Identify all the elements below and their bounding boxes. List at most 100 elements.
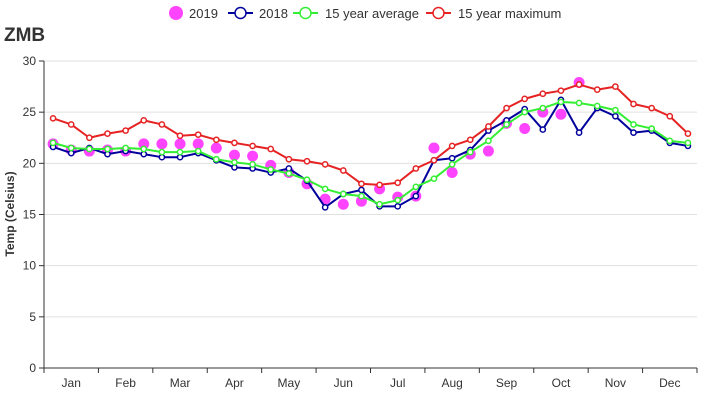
series-15-year-maximum-point [412, 165, 420, 172]
series-15-year-maximum-point [593, 86, 601, 94]
x-tick-label: Feb [115, 376, 136, 390]
series-2019-point [519, 123, 531, 135]
series-2019-point [446, 167, 458, 179]
series-2019-point [138, 138, 150, 150]
series-15-year-average-point [85, 145, 93, 153]
series-2019-point [355, 195, 367, 207]
series-15-year-average-point [593, 102, 601, 110]
x-tick-label: Aug [441, 376, 462, 390]
series-15-year-average-line [52, 100, 689, 206]
x-tick-label: Oct [552, 376, 571, 390]
series-15-year-average-point [412, 183, 420, 191]
series-15-year-maximum-point [612, 83, 619, 90]
series-15-year-maximum-point [448, 142, 456, 150]
series-15-year-average-point [648, 125, 656, 132]
legend-item-2018[interactable]: 2018 [228, 6, 288, 21]
series-2019-point [428, 142, 440, 154]
series-2018 [49, 96, 692, 211]
x-tick-label: Apr [225, 376, 244, 390]
series-15-year-average-point [430, 175, 438, 183]
series-15-year-maximum-point [285, 155, 293, 163]
series-2019-point [482, 145, 494, 157]
series-15-year-average-point [684, 139, 692, 147]
series-15-year-maximum-point [521, 95, 529, 103]
series-15-year-maximum-point [212, 136, 220, 144]
series-15-year-maximum-point [85, 134, 93, 142]
series-15-year-average-point [466, 148, 474, 156]
chart-title: ZMB [4, 25, 45, 46]
series-15-year-average [49, 98, 692, 208]
series-15-year-average-point [267, 166, 275, 173]
series-15-year-maximum-point [630, 100, 637, 108]
series-2018-point [539, 126, 547, 133]
series-15-year-maximum-point [176, 132, 184, 140]
series-15-year-average-point [122, 144, 129, 152]
series-2019-point [228, 149, 240, 161]
series-15-year-maximum-point [394, 179, 402, 187]
legend-item-15-year-maximum[interactable]: 15 year maximum [426, 6, 561, 21]
series-15-year-maximum-line [52, 83, 689, 186]
legend-marker-15-year-average [299, 6, 312, 20]
series-15-year-average-point [104, 145, 111, 153]
series-15-year-average-point [503, 121, 510, 128]
series-15-year-maximum-point [557, 87, 565, 95]
series-2018-point [575, 129, 583, 136]
series-2018-point [394, 202, 402, 210]
series-2018-point [321, 203, 329, 211]
x-tick-label: Sep [496, 376, 518, 390]
legend: 2019 2018 15 year average 15 year maximu… [169, 6, 561, 21]
series-2019-point [156, 138, 168, 150]
series-15-year-average-point [339, 190, 347, 198]
series-15-year-average-point [358, 192, 365, 200]
series-15-year-average-point [212, 155, 220, 163]
x-tick-label: Jun [334, 376, 353, 390]
series-2019-point [174, 138, 186, 150]
series-15-year-average-point [630, 121, 637, 128]
series-15-year-average-point [485, 137, 492, 145]
series-15-year-average-point [321, 185, 329, 193]
series-15-year-maximum-point [466, 136, 474, 144]
legend-item-15-year-average[interactable]: 15 year average [293, 6, 419, 21]
legend-label-15-year-maximum: 15 year maximum [458, 6, 561, 21]
series-2019 [47, 76, 585, 210]
x-tick-label: Jul [390, 376, 405, 390]
series-15-year-average-point [303, 176, 311, 184]
series-2018-point [448, 154, 456, 162]
series-15-year-average-point [612, 106, 619, 114]
series-2019-point [555, 108, 567, 120]
series-15-year-average-point [49, 139, 57, 147]
series-15-year-maximum-point [485, 123, 492, 130]
series-15-year-maximum-point [358, 180, 365, 188]
y-tick-label: 5 [29, 310, 36, 324]
series-2018-point [630, 129, 637, 136]
series-15-year-maximum-point [376, 181, 383, 189]
series-15-year-maximum-point [321, 161, 329, 168]
legend-label-2019: 2019 [189, 6, 218, 21]
series-15-year-average-point [521, 108, 529, 116]
series-2018-point [612, 112, 619, 120]
series-15-year-maximum-point [267, 145, 275, 153]
x-axis: Jan Feb Mar Apr May Jun Jul Aug Sep Oct Nov Dec [43, 368, 698, 390]
x-tick-label: May [278, 376, 301, 390]
series-15-year-maximum-point [194, 131, 202, 139]
y-tick-label: 0 [29, 361, 36, 375]
legend-label-2018: 2018 [259, 6, 288, 21]
series-15-year-maximum-point [140, 117, 148, 124]
legend-item-2019[interactable]: 2019 [169, 6, 218, 21]
y-tick-label: 20 [23, 156, 37, 170]
series-15-year-maximum-point [104, 130, 111, 138]
series-2019-point [337, 198, 349, 210]
series-15-year-maximum-point [539, 90, 547, 98]
legend-marker-2018 [234, 6, 247, 20]
series-15-year-maximum-point [231, 139, 238, 147]
y-tick-label: 25 [23, 105, 37, 119]
series-15-year-average-point [176, 148, 184, 156]
series-15-year-average-point [666, 137, 674, 145]
series-15-year-average-point [249, 161, 256, 168]
series-2018-point [358, 186, 365, 194]
y-tick-label: 15 [23, 208, 37, 222]
legend-marker-15-year-maximum [432, 6, 445, 20]
series-15-year-maximum-point [122, 127, 129, 134]
y-tick-label: 30 [23, 54, 37, 68]
